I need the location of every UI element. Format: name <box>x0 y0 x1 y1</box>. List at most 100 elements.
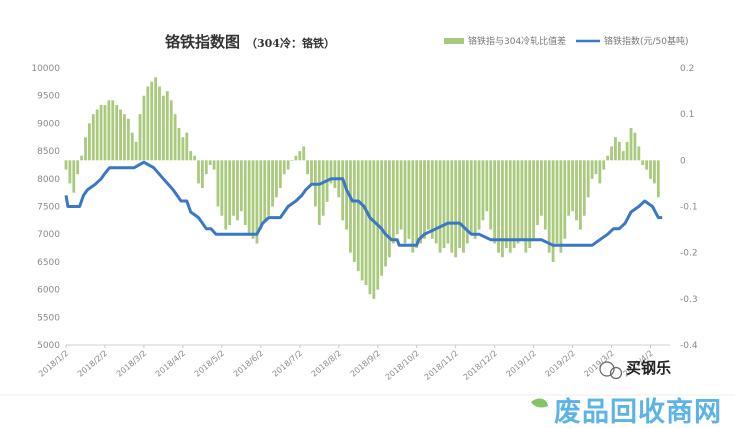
bar <box>200 160 204 189</box>
right-axis-tick-label: -0.1 <box>680 203 698 213</box>
bar <box>197 160 200 184</box>
bar <box>614 137 617 161</box>
chart-title: 铬铁指数图 （304冷：铬铁） <box>165 33 335 51</box>
x-axis-tick-label: 2018/4/2 <box>154 349 187 379</box>
bar <box>212 160 216 170</box>
bar <box>310 160 313 184</box>
bar <box>407 160 411 239</box>
watermark-site-name: 废品回收商网 <box>554 396 722 428</box>
x-axis-tick-label: 2018/11/2 <box>423 349 460 382</box>
legend-label-bar: 铬铁指与304冷轧比值差 <box>468 35 566 47</box>
bar <box>399 160 403 230</box>
bar <box>267 160 271 216</box>
bar <box>411 160 415 253</box>
legend-swatch-bar <box>444 38 464 44</box>
bar <box>430 160 434 239</box>
bar <box>625 141 629 161</box>
bar <box>450 160 454 253</box>
right-axis-tick-label: -0.4 <box>680 341 698 351</box>
x-axis-tick-label: 2018/7/2 <box>271 349 304 379</box>
bar <box>228 160 232 225</box>
bar <box>290 160 294 161</box>
bar <box>87 123 91 161</box>
bar <box>91 114 95 161</box>
bar <box>306 160 309 175</box>
x-axis-tick-label: 2019/2/2 <box>544 349 577 379</box>
bar <box>520 160 524 239</box>
x-axis-tick-label: 2018/10/2 <box>384 349 421 382</box>
bar <box>142 95 146 161</box>
bar <box>653 160 656 184</box>
chart-title-main: 铬铁指数图 <box>165 33 240 51</box>
bar <box>504 160 508 249</box>
left-axis-tick-label: 8000 <box>37 175 60 185</box>
bar <box>251 160 255 239</box>
bar <box>559 160 563 253</box>
right-axis-tick-label: -0.3 <box>680 295 698 305</box>
bar <box>247 160 251 235</box>
bar <box>111 100 115 161</box>
bar <box>567 160 571 216</box>
x-axis-tick-label: 2018/8/2 <box>310 349 343 379</box>
left-axis-tick-label: 9000 <box>37 119 60 129</box>
bar <box>208 160 212 165</box>
left-axis-tick-label: 5500 <box>37 313 60 323</box>
bar <box>193 155 196 161</box>
bar <box>465 160 469 244</box>
bar <box>243 160 247 225</box>
bar <box>146 86 150 161</box>
right-axis-tick-label: -0.2 <box>680 249 698 259</box>
bar <box>224 160 228 230</box>
bar <box>321 160 325 216</box>
bar <box>598 160 602 184</box>
bar <box>126 118 130 161</box>
bar <box>204 160 208 175</box>
bar <box>645 160 649 170</box>
bar <box>169 100 173 161</box>
left-axis-tick-label: 5000 <box>37 341 60 351</box>
legend: 铬铁指与304冷轧比值差 铬铁指数(元/50基吨) <box>444 35 689 47</box>
bar <box>477 160 481 230</box>
x-axis-tick-label: 2018/6/2 <box>232 349 265 379</box>
left-axis-tick-label: 6500 <box>37 258 60 268</box>
bar <box>629 128 633 161</box>
bar <box>138 114 142 161</box>
bar <box>454 160 458 258</box>
bar <box>395 160 399 235</box>
bar <box>158 86 161 161</box>
bar <box>329 160 333 184</box>
bar <box>442 160 446 249</box>
chart-title-suffix: （304冷：铬铁） <box>246 36 335 50</box>
bar <box>368 160 372 295</box>
bar <box>571 160 574 212</box>
left-axis-tick-label: 10000 <box>31 64 60 74</box>
bar <box>80 155 83 161</box>
bar <box>286 160 290 170</box>
bar <box>388 160 391 258</box>
bar <box>606 155 610 161</box>
bar <box>563 160 567 239</box>
bar <box>508 160 512 253</box>
bar <box>649 160 652 179</box>
bar <box>216 160 220 207</box>
left-axis-tick-label: 9500 <box>37 92 60 102</box>
bar <box>446 160 450 244</box>
leaf-icon <box>531 398 548 408</box>
x-axis-tick-label: 2018/1/2 <box>37 349 70 379</box>
bar <box>578 160 582 230</box>
bar <box>621 151 625 161</box>
x-axis-tick-label: 2018/12/2 <box>462 349 499 382</box>
bar <box>528 160 532 249</box>
bar <box>540 160 543 216</box>
bar <box>582 160 586 216</box>
bar <box>150 81 154 161</box>
bar <box>259 160 263 230</box>
right-axis-tick-label: 0 <box>680 156 686 166</box>
bar <box>481 160 485 221</box>
bar <box>84 137 87 161</box>
right-axis: -0.4 -0.3 -0.2 -0.1 0 0.1 0.2 <box>680 64 698 351</box>
bar <box>236 160 239 221</box>
right-axis-tick-label: 0.1 <box>680 110 694 120</box>
left-axis-tick-label: 6000 <box>37 286 60 296</box>
